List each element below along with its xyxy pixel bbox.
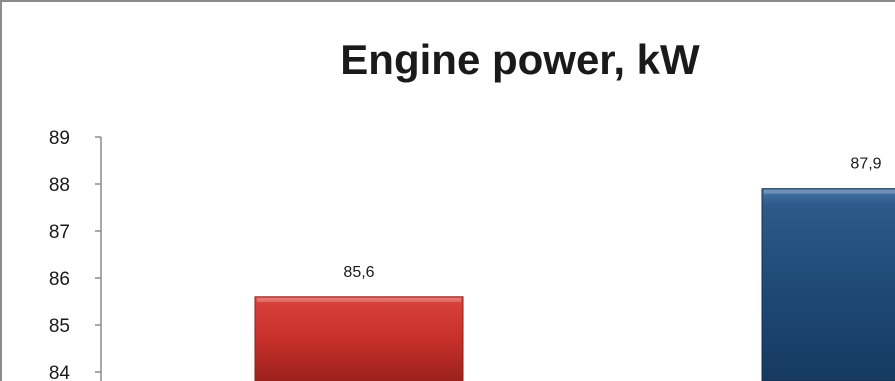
- bars: [254, 188, 895, 381]
- y-tick-label: 84: [49, 363, 71, 381]
- bar-highlight: [764, 189, 895, 194]
- y-axis: 84 85 86 87 88 89: [49, 128, 102, 381]
- data-labels: 85,6 87,9: [343, 156, 881, 281]
- y-tick-label: 88: [49, 175, 70, 196]
- bar: [254, 296, 464, 381]
- data-label: 87,9: [850, 156, 881, 173]
- data-label: 85,6: [343, 264, 374, 281]
- y-tick-label: 85: [49, 316, 70, 337]
- chart-title: Engine power, kW: [340, 36, 700, 83]
- y-tick-label: 89: [49, 128, 70, 149]
- y-tick-label: 87: [49, 222, 70, 243]
- bar: [761, 188, 895, 381]
- y-tick-label: 86: [49, 269, 70, 290]
- bar-highlight: [257, 297, 461, 302]
